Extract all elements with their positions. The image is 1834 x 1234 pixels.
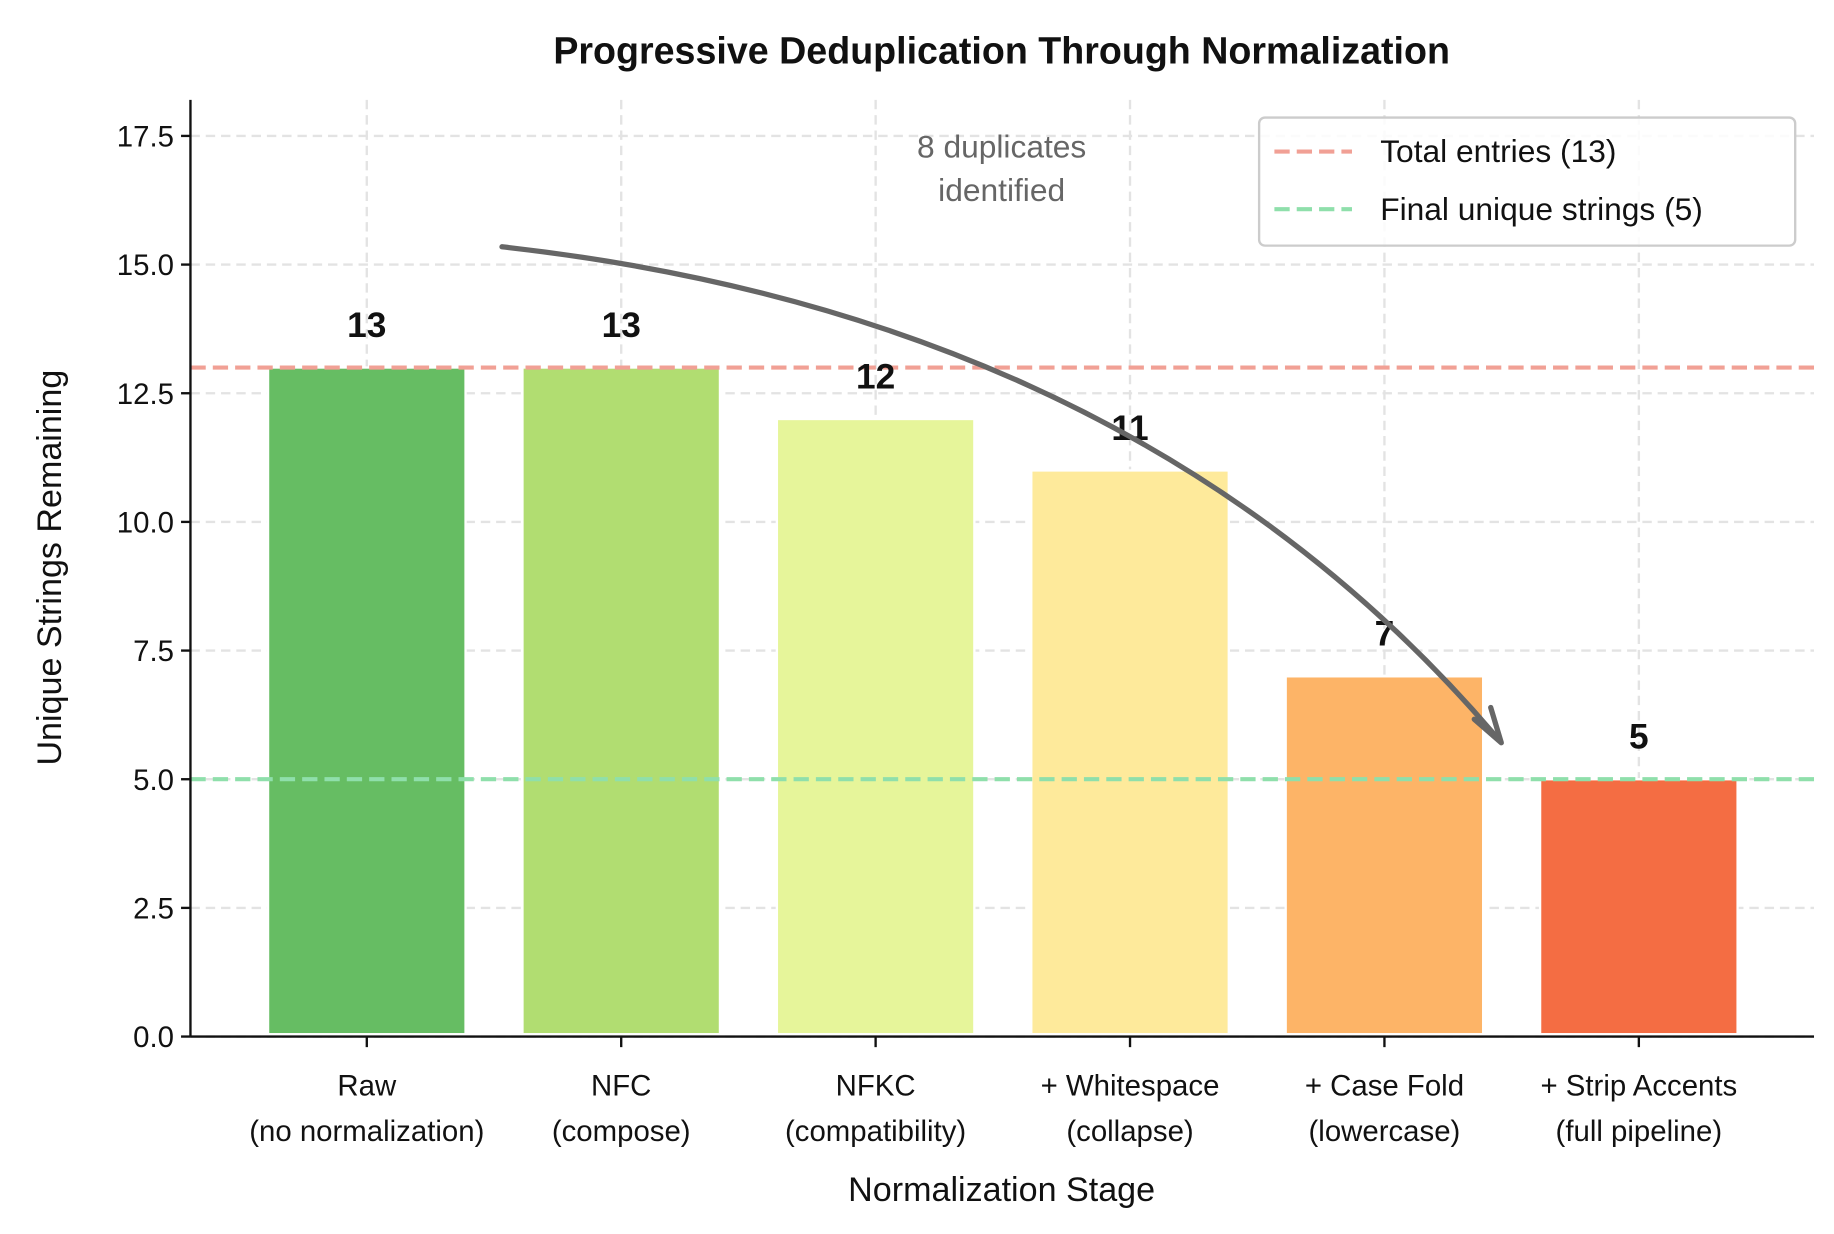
x-tick-label: (compose) bbox=[552, 1115, 691, 1148]
annotation: 8 duplicates identified bbox=[499, 128, 1504, 746]
y-tick-label: 12.5 bbox=[117, 378, 174, 411]
x-tick-label: + Strip Accents bbox=[1540, 1069, 1737, 1102]
bar bbox=[521, 366, 722, 1036]
value-label: 12 bbox=[856, 357, 895, 396]
y-tick-label: 10.0 bbox=[117, 506, 174, 539]
x-tick-label: NFKC bbox=[836, 1069, 916, 1102]
y-axis-label: Unique Strings Remaining bbox=[31, 370, 69, 766]
bar bbox=[775, 417, 976, 1036]
y-tick-label: 2.5 bbox=[133, 892, 174, 925]
value-label: 5 bbox=[1629, 718, 1649, 757]
x-tick-label: + Case Fold bbox=[1305, 1069, 1464, 1102]
x-tick-label: NFC bbox=[591, 1069, 651, 1102]
annotation-line-1: 8 duplicates bbox=[917, 128, 1086, 164]
x-tick-label: (no normalization) bbox=[249, 1115, 484, 1148]
axes: 0.0 2.5 5.0 7.5 10.0 12.5 15.0 17.5 Raw (no norma… bbox=[117, 99, 1815, 1148]
bars bbox=[266, 366, 1739, 1036]
bar bbox=[266, 366, 467, 1036]
x-tick-label: + Whitespace bbox=[1041, 1069, 1220, 1102]
chart-title: Progressive Deduplication Through Normal… bbox=[553, 29, 1450, 71]
x-tick-label: (full pipeline) bbox=[1556, 1115, 1723, 1148]
legend: Total entries (13) Final unique strings … bbox=[1257, 116, 1797, 247]
reference-lines bbox=[190, 365, 1815, 782]
x-tick-label: Raw bbox=[337, 1069, 397, 1102]
annotation-arrow bbox=[499, 244, 1499, 739]
x-tick-label: (lowercase) bbox=[1309, 1115, 1461, 1148]
x-axis-label: Normalization Stage bbox=[848, 1171, 1155, 1209]
y-tick-label: 5.0 bbox=[133, 764, 174, 797]
x-tick-label: (compatibility) bbox=[785, 1115, 966, 1148]
legend-label-final: Final unique strings (5) bbox=[1380, 191, 1703, 227]
legend-box bbox=[1257, 116, 1797, 247]
value-label: 13 bbox=[347, 306, 386, 345]
x-tick-label: (collapse) bbox=[1066, 1115, 1193, 1148]
y-tick-label: 7.5 bbox=[133, 635, 174, 668]
annotation-line-2: identified bbox=[938, 172, 1065, 208]
bar bbox=[1538, 778, 1739, 1036]
legend-label-total: Total entries (13) bbox=[1380, 133, 1616, 169]
y-tick-label: 0.0 bbox=[133, 1021, 174, 1054]
value-label: 13 bbox=[602, 306, 641, 345]
bar bbox=[1284, 675, 1485, 1036]
y-tick-label: 17.5 bbox=[117, 121, 174, 154]
bar bbox=[1030, 469, 1230, 1036]
y-tick-label: 15.0 bbox=[117, 249, 174, 282]
arrow-head-icon bbox=[1471, 704, 1504, 746]
